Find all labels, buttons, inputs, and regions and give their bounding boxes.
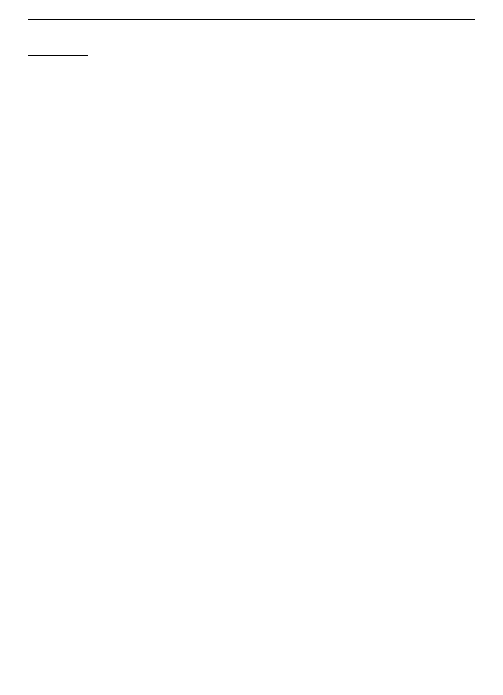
right-column [252, 45, 476, 205]
footnote-separator [28, 55, 88, 56]
left-column [28, 45, 236, 205]
flowchart-figure [252, 51, 503, 201]
running-header [28, 18, 475, 20]
body-columns [28, 45, 475, 205]
